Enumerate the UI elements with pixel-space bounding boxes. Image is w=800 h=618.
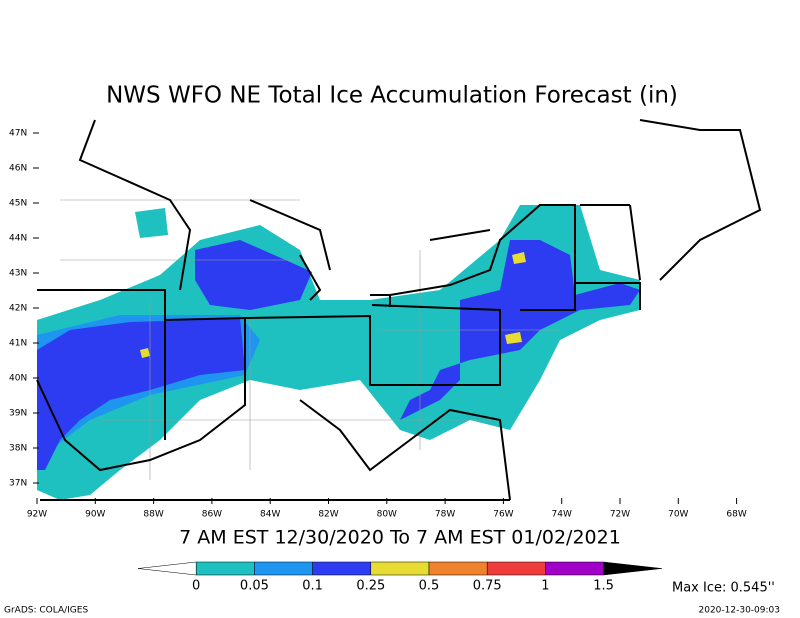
legend-label: 1 bbox=[541, 579, 549, 594]
latitude-axis: 47N 46N 45N 44N 43N 42N 41N 40N 39N 38N 37N bbox=[9, 129, 39, 489]
longitude-label: 92W bbox=[27, 510, 47, 520]
latitude-label: 41N bbox=[9, 339, 27, 349]
legend-label: 0.1 bbox=[302, 579, 323, 594]
legend-swatch bbox=[137, 561, 197, 576]
longitude-label: 70W bbox=[668, 510, 688, 520]
max-ice: Max Ice: 0.545'' bbox=[672, 581, 775, 596]
latitude-label: 42N bbox=[9, 304, 27, 314]
legend-swatch bbox=[312, 561, 372, 576]
longitude-label: 76W bbox=[493, 510, 513, 520]
longitude-label: 72W bbox=[610, 510, 630, 520]
longitude-label: 90W bbox=[85, 510, 105, 520]
legend-label: 0 bbox=[192, 579, 200, 594]
legend-swatch bbox=[254, 561, 313, 576]
timestamp: 2020-12-30-09:03 bbox=[699, 606, 781, 616]
credit: GrADS: COLA/IGES bbox=[4, 606, 88, 616]
legend: 0 0.05 0.1 0.25 0.5 0.75 1 1.5 bbox=[137, 561, 662, 594]
longitude-label: 78W bbox=[435, 510, 455, 520]
legend-swatch bbox=[370, 561, 430, 576]
legend-label: 1.5 bbox=[593, 579, 614, 594]
latitude-label: 44N bbox=[9, 234, 27, 244]
period: 7 AM EST 12/30/2020 To 7 AM EST 01/02/20… bbox=[179, 527, 621, 549]
legend-swatch bbox=[428, 561, 488, 576]
latitude-label: 40N bbox=[9, 374, 27, 384]
ice-regions bbox=[37, 205, 640, 500]
longitude-label: 74W bbox=[552, 510, 572, 520]
legend-label: 0.5 bbox=[419, 579, 440, 594]
title: NWS WFO NE Total Ice Accumulation Foreca… bbox=[106, 83, 678, 109]
legend-swatch bbox=[486, 561, 546, 576]
latitude-label: 39N bbox=[9, 409, 27, 419]
longitude-label: 86W bbox=[202, 510, 222, 520]
longitude-label: 68W bbox=[726, 510, 746, 520]
latitude-label: 46N bbox=[9, 164, 27, 174]
legend-label: 0.05 bbox=[240, 579, 269, 594]
longitude-axis: 92W 90W 88W 86W 84W 82W 80W 78W 76W 74W 72W 70W 68W bbox=[27, 498, 747, 520]
legend-swatch bbox=[603, 561, 662, 576]
latitude-label: 38N bbox=[9, 444, 27, 454]
latitude-label: 43N bbox=[9, 269, 27, 279]
latitude-label: 37N bbox=[9, 479, 27, 489]
longitude-label: 84W bbox=[260, 510, 280, 520]
legend-swatch bbox=[545, 561, 604, 576]
longitude-label: 80W bbox=[377, 510, 397, 520]
legend-label: 0.25 bbox=[356, 579, 385, 594]
legend-label: 0.75 bbox=[473, 579, 502, 594]
longitude-label: 82W bbox=[318, 510, 338, 520]
longitude-label: 88W bbox=[143, 510, 163, 520]
latitude-label: 47N bbox=[9, 129, 27, 139]
legend-swatch bbox=[195, 561, 255, 576]
latitude-label: 45N bbox=[9, 199, 27, 209]
borders bbox=[36, 119, 762, 501]
